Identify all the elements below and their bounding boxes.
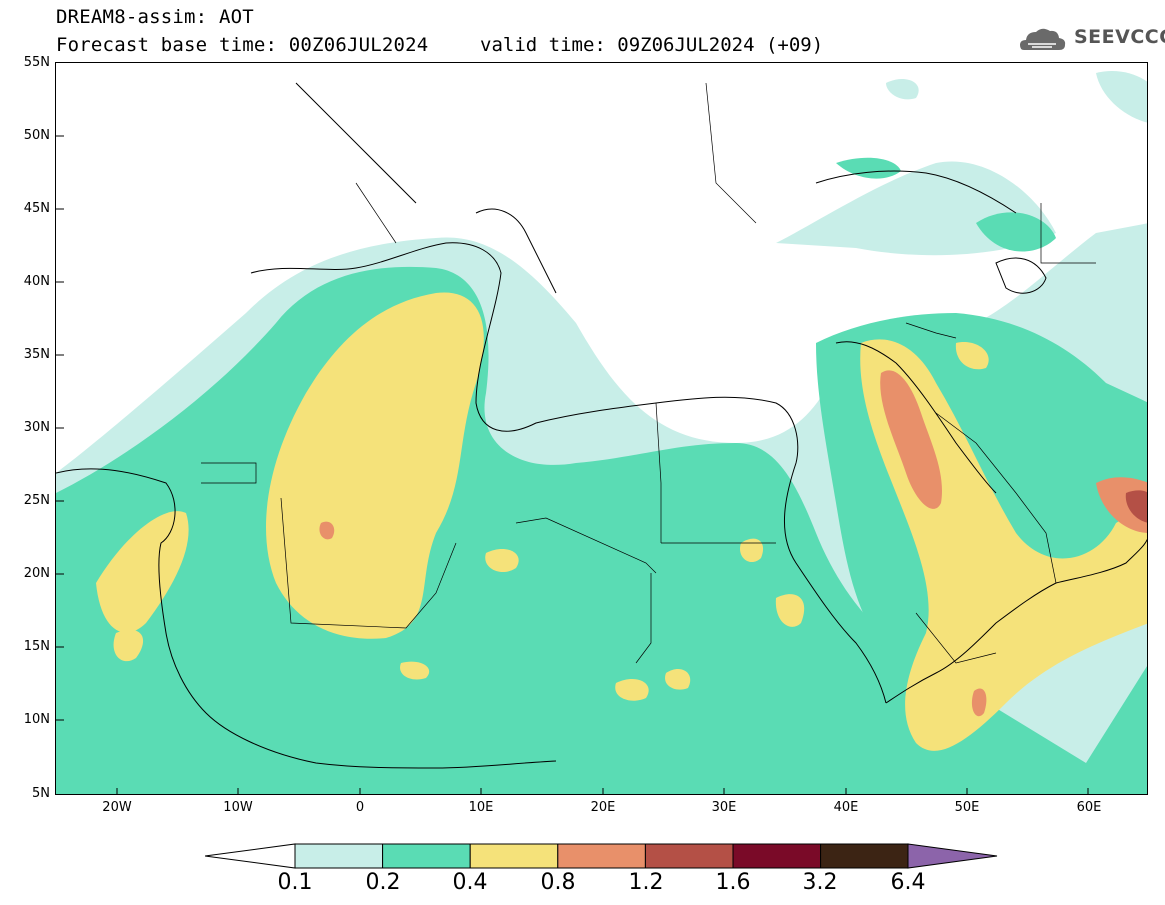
lat-label: 55N xyxy=(23,55,50,70)
lon-label: 20E xyxy=(590,800,616,815)
lon-label: 50E xyxy=(954,800,980,815)
lon-label: 0 xyxy=(355,800,365,815)
lat-label: 25N xyxy=(23,493,50,508)
colorbar-label: 0.1 xyxy=(277,870,313,895)
lon-label: 10E xyxy=(468,800,494,815)
lat-label: 35N xyxy=(23,347,50,362)
aot-colorbar xyxy=(205,843,998,869)
country-borders xyxy=(201,82,1096,664)
colorbar-segment xyxy=(294,843,384,869)
lat-label: 15N xyxy=(23,639,50,654)
colorbar-label: 0.2 xyxy=(365,870,401,895)
lon-label: 30E xyxy=(711,800,737,815)
colorbar-segment xyxy=(820,843,909,869)
logo-text: SEEVCCC xyxy=(1074,26,1165,48)
aot-contour-0.4 xyxy=(96,292,1147,751)
lat-label: 20N xyxy=(23,566,50,581)
seevccc-logo-icon xyxy=(1020,28,1066,50)
axis-ticks xyxy=(56,135,1089,794)
lat-label: 30N xyxy=(23,420,50,435)
colorbar-segment xyxy=(732,843,822,869)
lat-label: 45N xyxy=(23,201,50,216)
map-title: DREAM8-assim: AOT xyxy=(56,6,254,28)
coastlines xyxy=(56,82,1147,769)
valid-time: valid time: 09Z06JUL2024 (+09) xyxy=(480,34,824,56)
lon-label: 20W xyxy=(102,800,132,815)
lat-label: 5N xyxy=(32,786,50,801)
colorbar-segment xyxy=(469,843,559,869)
lat-label: 50N xyxy=(23,128,50,143)
lat-label: 10N xyxy=(23,712,50,727)
colorbar-label: 3.2 xyxy=(802,870,838,895)
aot-contour-1.2 xyxy=(1125,490,1147,523)
colorbar-segment xyxy=(557,843,646,869)
lon-label: 40E xyxy=(833,800,859,815)
colorbar-segment xyxy=(644,843,734,869)
colorbar-low-extend xyxy=(205,843,296,869)
colorbar-label: 1.6 xyxy=(715,870,751,895)
forecast-base-time: Forecast base time: 00Z06JUL2024 xyxy=(56,34,429,56)
lon-label: 10W xyxy=(223,800,253,815)
lat-label: 40N xyxy=(23,274,50,289)
colorbar-label: 0.4 xyxy=(452,870,488,895)
aot-map xyxy=(56,71,1147,794)
map-panel xyxy=(55,62,1148,795)
colorbar-segment xyxy=(382,843,471,869)
colorbar-label: 1.2 xyxy=(628,870,664,895)
colorbar-label: 6.4 xyxy=(890,870,926,895)
colorbar-label: 0.8 xyxy=(540,870,576,895)
colorbar-high-extend xyxy=(907,843,998,869)
lon-label: 60E xyxy=(1076,800,1102,815)
